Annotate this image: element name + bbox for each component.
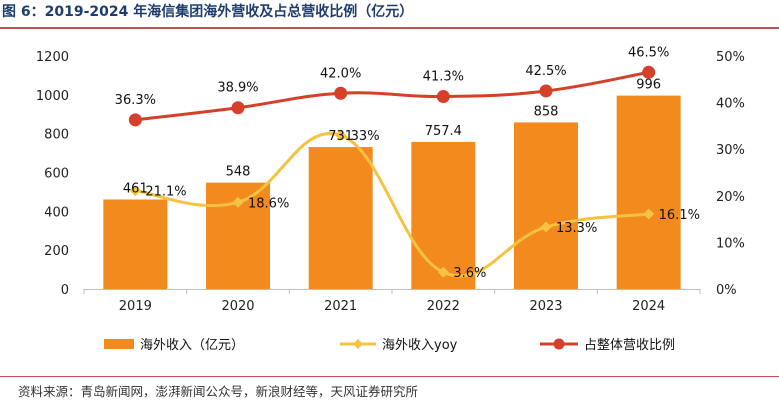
bar-2021 [308,147,373,289]
y-right-tick-label: 40% [716,97,745,112]
ratio-value-label-2023: 42.5% [525,64,566,79]
chart-title: 图 6：2019-2024 年海信集团海外营收及占总营收比例（亿元） [2,4,414,20]
bar-2019 [103,199,168,289]
bar-series [103,95,681,289]
data-labels: 461 548 731 757.4 858 996 21.1% 18.6% 33% 3.6% 13.… [115,45,700,281]
x-tick-label-2019: 2019 [119,299,152,314]
yoy-point-2020 [232,196,244,208]
yoy-value-label-2022: 3.6% [453,266,486,281]
yoy-value-label-2019: 21.1% [145,185,186,200]
y-right-tick-label: 10% [716,236,745,251]
legend-marker-yoy [353,339,363,349]
x-tick-label-2020: 2020 [221,299,254,314]
x-tick-label-2024: 2024 [632,299,665,314]
ratio-point-2019 [128,113,142,127]
y-axis-left: 0 200 400 600 800 1000 1200 [36,50,69,298]
title-divider [0,27,779,29]
yoy-value-label-2023: 13.3% [556,221,597,236]
ratio-value-label-2019: 36.3% [115,93,156,108]
line-series [128,65,656,278]
ratio-value-label-2021: 42.0% [320,66,361,81]
bar-2022 [411,141,476,289]
yoy-point-2019 [129,185,141,197]
y-left-tick-label: 200 [44,244,69,259]
y-right-tick-label: 20% [716,190,745,205]
y-axis-right: 0% 10% 20% 30% 40% 50% [716,50,745,298]
ratio-point-2021 [334,86,348,100]
ratio-point-2020 [231,101,245,115]
legend-label-ratio: 占整体营收比例 [584,338,675,353]
bar-value-label-2024: 996 [636,78,661,93]
y-right-tick-label: 50% [716,50,745,65]
yoy-point-2021 [335,129,347,141]
x-tick-label-2021: 2021 [324,299,357,314]
legend: 海外收入（亿元） 海外收入yoy 占整体营收比例 [104,338,675,353]
legend-marker-ratio [553,338,565,350]
y-right-tick-label: 30% [716,143,745,158]
yoy-point-2023 [540,221,552,233]
yoy-point-2022 [437,266,449,278]
y-right-tick-label: 0% [716,283,737,298]
y-left-tick-label: 1000 [36,89,69,104]
yoy-value-label-2020: 18.6% [248,196,289,211]
x-tick-label-2022: 2022 [427,299,460,314]
ratio-value-label-2024: 46.5% [628,45,669,60]
y-left-tick-label: 600 [44,167,69,182]
source-note: 资料来源：青岛新闻网，澎湃新闻公众号，新浪财经等，天风证券研究所 [18,384,419,399]
bar-value-label-2021: 731 [328,129,353,144]
legend-label-yoy: 海外收入yoy [382,338,458,353]
ratio-line [135,70,649,122]
ratio-point-2024 [642,65,656,79]
y-left-tick-label: 400 [44,205,69,220]
yoy-value-label-2024: 16.1% [659,208,700,223]
y-left-tick-label: 1200 [36,50,69,65]
bar-value-label-2020: 548 [226,165,251,180]
y-left-tick-label: 800 [44,128,69,143]
ratio-value-label-2020: 38.9% [217,81,258,96]
bar-2024 [616,95,681,289]
bar-value-label-2019: 461 [123,181,148,196]
yoy-value-label-2021: 33% [351,129,380,144]
bar-2023 [514,122,578,289]
legend-label-bar: 海外收入（亿元） [140,338,244,353]
ratio-point-2023 [539,84,553,98]
yoy-point-2024 [643,208,655,220]
footer-divider [0,376,779,377]
bar-value-label-2022: 757.4 [425,124,462,139]
y-left-tick-label: 0 [61,283,69,298]
bar-value-label-2023: 858 [534,104,559,119]
ratio-value-label-2022: 41.3% [423,70,464,85]
x-axis: 2019 2020 2021 2022 2023 2024 [83,289,701,314]
x-tick-label-2023: 2023 [529,299,562,314]
ratio-point-2022 [436,90,450,104]
legend-swatch-bar [104,339,134,349]
